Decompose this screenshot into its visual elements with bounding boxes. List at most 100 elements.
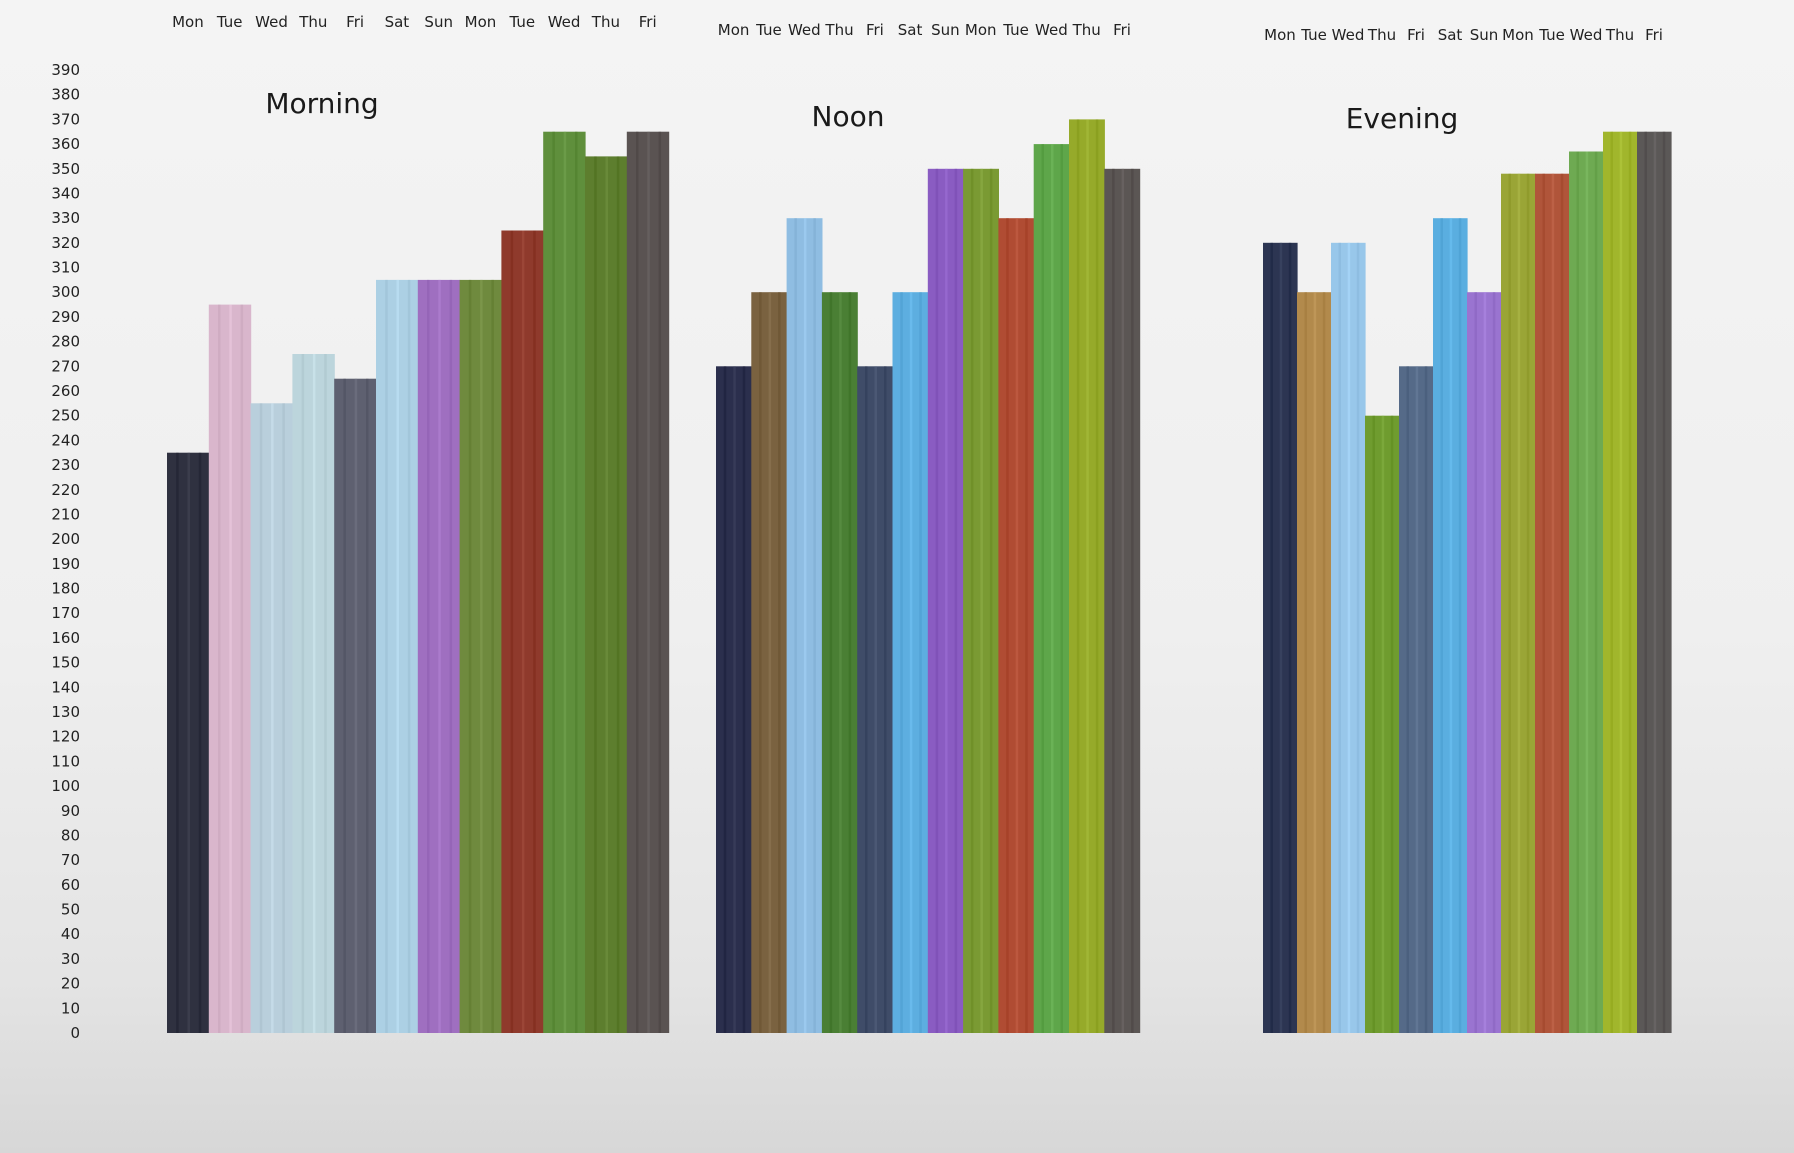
bar-streak [468,279,472,1033]
bar-streak [1526,173,1530,1033]
bar-streak [909,292,913,1033]
bar-streak [742,366,746,1033]
bar-streak [970,168,974,1034]
x-tick-label: Mon [718,21,750,39]
x-tick-label: Tue [1300,26,1327,44]
x-tick-label: Fri [1645,26,1663,44]
bar-streak [271,403,274,1033]
bar-streak [1015,218,1019,1033]
y-tick-label: 90 [61,802,80,820]
y-tick-label: 40 [61,925,80,943]
x-tick-label: Thu [1367,26,1396,44]
x-tick-label: Wed [255,13,288,31]
bar-streak [1424,366,1428,1033]
bar-streak [768,292,772,1033]
bar-streak [1474,292,1477,1033]
y-tick-label: 30 [61,950,80,968]
x-tick-label: Sat [385,13,410,31]
y-tick-label: 220 [51,481,80,499]
bar-streak [989,168,993,1034]
x-tick-label: Mon [172,13,204,31]
y-tick-label: 280 [51,333,80,351]
bar-streak [605,156,608,1033]
bar-streak [521,230,525,1033]
bar-streak [1121,168,1125,1034]
x-tick-label: Thu [1605,26,1634,44]
bar-streak [480,279,483,1033]
y-tick-label: 250 [51,407,80,425]
bar-streak [1653,131,1657,1033]
bar-streak [1051,144,1054,1034]
bar-streak [1390,415,1394,1033]
bar-streak [533,230,536,1033]
x-tick-label: Fri [1407,26,1425,44]
x-tick-label: Wed [548,13,581,31]
y-tick-label: 300 [51,283,80,301]
bar-streak [1628,131,1632,1033]
bar-streak [1076,119,1080,1033]
y-tick-label: 240 [51,431,80,449]
y-tick-label: 200 [51,530,80,548]
panel-title: Evening [1346,102,1459,135]
bar-streak [1492,292,1496,1033]
x-tick-label: Mon [1264,26,1296,44]
panel-title: Noon [812,100,885,133]
bar-streak [1347,242,1351,1034]
bar-streak [594,156,597,1033]
y-tick-label: 160 [51,629,80,647]
bar-streak [259,403,263,1033]
bar-streak [1415,366,1419,1033]
bar-streak [865,366,868,1033]
y-tick-label: 110 [51,752,80,770]
bar-streak [1440,218,1443,1033]
x-tick-label: Thu [591,13,620,31]
y-tick-label: 340 [51,184,80,202]
y-tick-label: 190 [51,555,80,573]
y-tick-label: 330 [51,209,80,227]
bar-streak [919,292,922,1033]
x-tick-label: Wed [1035,21,1068,39]
y-tick-label: 350 [51,160,80,178]
y-tick-label: 260 [51,382,80,400]
x-tick-label: Sat [898,21,923,39]
bar-streak [366,378,369,1033]
bar-streak [733,366,736,1033]
bar-streak [343,378,346,1033]
bar-streak [1025,218,1028,1033]
bar-streak [1542,173,1545,1033]
y-tick-label: 180 [51,580,80,598]
x-tick-label: Tue [755,21,782,39]
y-tick-label: 150 [51,654,80,672]
x-tick-label: Wed [1570,26,1603,44]
x-tick-label: Tue [216,13,243,31]
bar-streak [874,366,877,1033]
bar-streak [794,218,797,1033]
y-tick-label: 10 [61,999,80,1017]
x-tick-label: Sat [1438,26,1463,44]
bar-streak [813,218,816,1033]
y-tick-label: 140 [51,678,80,696]
bar-streak [1381,415,1385,1033]
bar-streak [1560,173,1564,1033]
y-tick-label: 70 [61,851,80,869]
y-tick-label: 310 [51,259,80,277]
y-tick-label: 20 [61,975,80,993]
bar-streak [759,292,762,1033]
x-tick-label: Mon [1502,26,1534,44]
bar-streak [1112,168,1115,1034]
y-tick-label: 210 [51,505,80,523]
bar-streak [229,304,232,1034]
bar-streak [1131,168,1134,1034]
bar-streak [803,218,807,1033]
y-tick-label: 170 [51,604,80,622]
x-tick-label: Wed [788,21,821,39]
bar-streak [1372,415,1375,1033]
y-tick-label: 120 [51,728,80,746]
bar-streak [1610,131,1613,1033]
y-tick-label: 100 [51,777,80,795]
x-tick-label: Tue [1002,21,1029,39]
bar-streak [900,292,903,1033]
bar-streak [1041,144,1044,1034]
